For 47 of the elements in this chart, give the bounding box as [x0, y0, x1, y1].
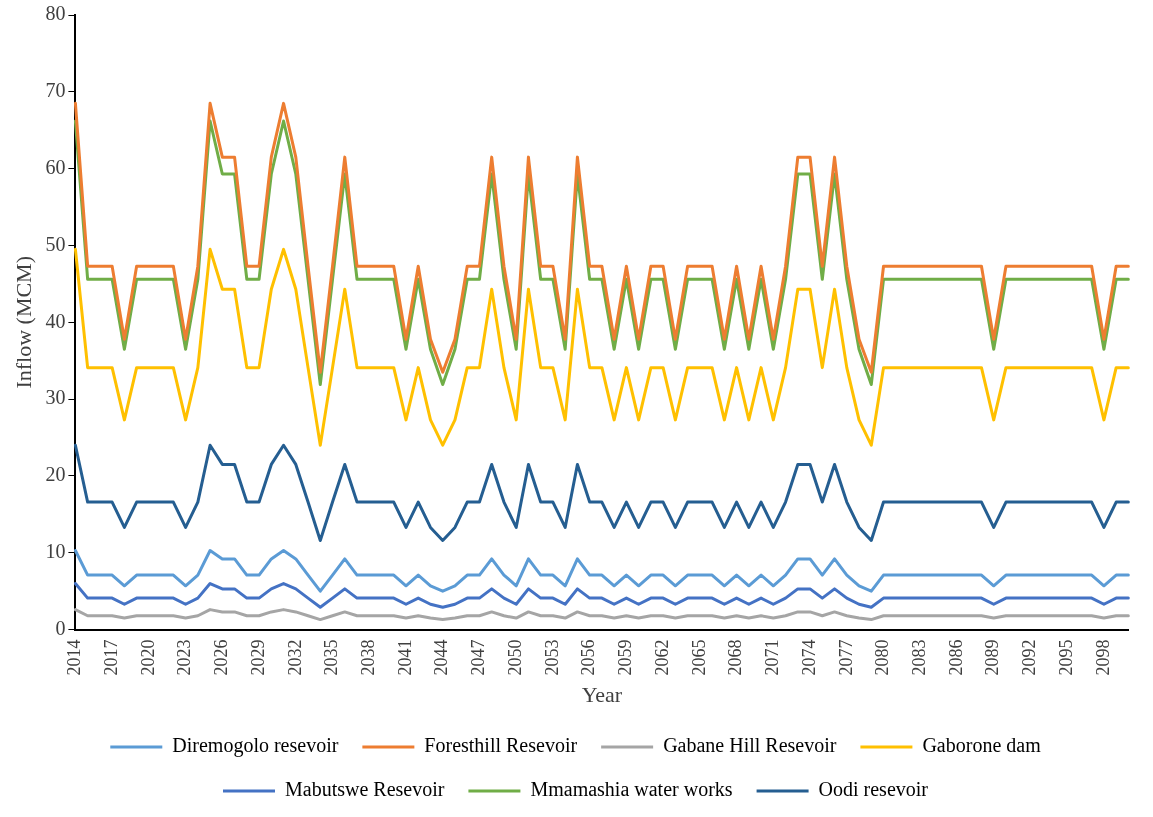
- x-tick-label: 2077: [835, 639, 856, 676]
- legend-label: Mmamashia water works: [530, 778, 733, 801]
- x-tick-label: 2026: [211, 639, 232, 676]
- legend-label: Foresthill Resevoir: [424, 734, 578, 757]
- x-tick-label: 2017: [100, 639, 121, 676]
- x-tick-label: 2041: [394, 639, 415, 676]
- x-axis-title: Year: [581, 681, 623, 707]
- y-tick-label: 40: [45, 309, 66, 332]
- x-tick-label: 2098: [1092, 639, 1113, 676]
- x-tick-label: 2032: [284, 639, 305, 676]
- x-tick-label: 2038: [357, 639, 378, 676]
- x-tick-label: 2080: [872, 639, 893, 676]
- y-tick-label: 70: [45, 79, 66, 102]
- x-tick-label: 2074: [798, 639, 819, 676]
- y-tick-label: 50: [45, 232, 66, 255]
- y-tick-label: 20: [45, 463, 66, 486]
- x-tick-label: 2089: [982, 639, 1003, 676]
- x-tick-label: 2044: [431, 639, 452, 676]
- x-tick-label: 2056: [578, 639, 599, 676]
- legend-label: Diremogolo resevoir: [172, 734, 339, 758]
- x-tick-label: 2065: [688, 639, 709, 676]
- legend-label: Oodi resevoir: [818, 778, 929, 801]
- x-tick-label: 2029: [247, 639, 268, 676]
- x-tick-label: 2035: [321, 639, 342, 676]
- x-tick-label: 2083: [908, 639, 929, 676]
- x-tick-label: 2047: [468, 639, 489, 676]
- legend-label: Gabane Hill Resevoir: [663, 734, 837, 757]
- y-tick-label: 10: [45, 540, 66, 563]
- y-axis-title: Inflow (MCM): [10, 256, 36, 389]
- x-tick-label: 2023: [174, 639, 195, 676]
- x-tick-label: 2020: [137, 639, 158, 676]
- y-tick-label: 0: [55, 616, 66, 639]
- x-tick-label: 2059: [615, 639, 636, 676]
- x-tick-label: 2092: [1019, 639, 1040, 676]
- x-tick-label: 2062: [651, 639, 672, 676]
- x-tick-label: 2086: [945, 639, 966, 676]
- y-tick-label: 30: [45, 386, 66, 409]
- legend-label: Gaborone dam: [922, 734, 1042, 757]
- y-tick-label: 80: [45, 2, 66, 25]
- y-tick-label: 60: [45, 155, 66, 178]
- x-tick-label: 2068: [725, 639, 746, 676]
- x-tick-label: 2053: [541, 639, 562, 676]
- legend-label: Mabutswe Resevoir: [285, 778, 445, 801]
- x-tick-label: 2095: [1055, 639, 1076, 676]
- x-tick-label: 2014: [64, 639, 85, 676]
- x-tick-label: 2050: [504, 639, 525, 676]
- x-tick-label: 2071: [762, 639, 783, 676]
